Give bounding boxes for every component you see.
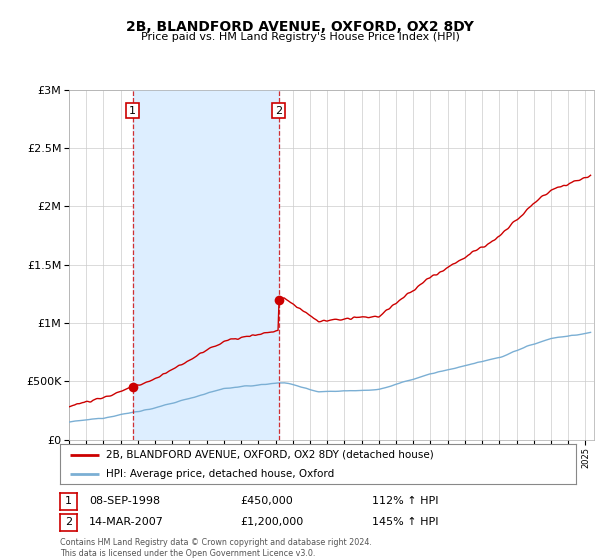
Text: 08-SEP-1998: 08-SEP-1998 [89, 496, 160, 506]
Text: HPI: Average price, detached house, Oxford: HPI: Average price, detached house, Oxfo… [106, 469, 335, 478]
Text: 1: 1 [129, 106, 136, 115]
Text: Contains HM Land Registry data © Crown copyright and database right 2024.
This d: Contains HM Land Registry data © Crown c… [60, 538, 372, 558]
Text: 14-MAR-2007: 14-MAR-2007 [89, 517, 164, 528]
Bar [133, 90, 279, 440]
Text: 2: 2 [65, 517, 72, 528]
Text: 145% ↑ HPI: 145% ↑ HPI [372, 517, 439, 528]
Text: 112% ↑ HPI: 112% ↑ HPI [372, 496, 439, 506]
Text: 2: 2 [275, 106, 283, 115]
Text: £1,200,000: £1,200,000 [240, 517, 303, 528]
Text: 2B, BLANDFORD AVENUE, OXFORD, OX2 8DY (detached house): 2B, BLANDFORD AVENUE, OXFORD, OX2 8DY (d… [106, 450, 434, 460]
Text: Price paid vs. HM Land Registry's House Price Index (HPI): Price paid vs. HM Land Registry's House … [140, 32, 460, 43]
Text: 2B, BLANDFORD AVENUE, OXFORD, OX2 8DY: 2B, BLANDFORD AVENUE, OXFORD, OX2 8DY [126, 20, 474, 34]
Text: 1: 1 [65, 496, 72, 506]
Text: £450,000: £450,000 [240, 496, 293, 506]
